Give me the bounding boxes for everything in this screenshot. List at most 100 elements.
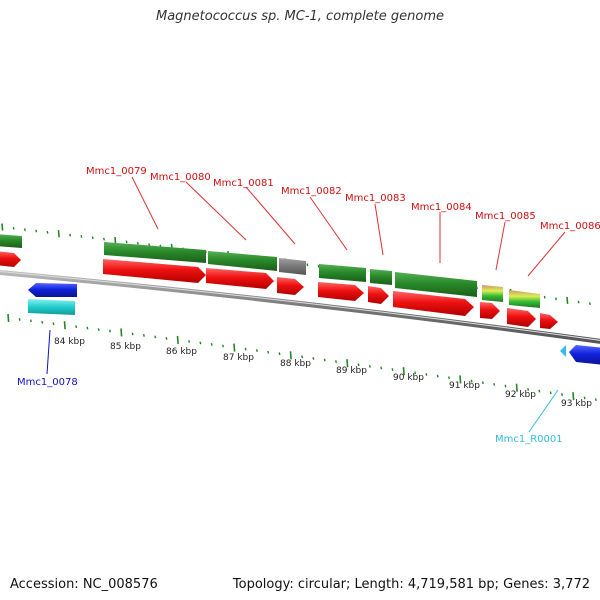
scale-major-tick	[515, 383, 518, 392]
scale-minor-tick	[493, 382, 496, 386]
forward-minor-tick	[136, 241, 139, 245]
gene-bar-mmc1-0084[interactable]	[395, 272, 477, 297]
forward-gene-row	[0, 234, 540, 308]
scale-minor-tick	[29, 319, 32, 323]
scale-minor-tick	[335, 360, 337, 363]
cds-arrow-mmc1-0084[interactable]	[393, 291, 474, 316]
forward-major-tick	[1, 223, 4, 231]
forward-cds-row	[0, 251, 558, 329]
scale-minor-tick	[425, 373, 428, 376]
scale-minor-tick	[165, 337, 168, 340]
scale-major-tick	[233, 343, 236, 352]
scale-minor-tick	[368, 364, 371, 368]
gene-label-mmc1-0078[interactable]: Mmc1_0078	[17, 377, 78, 388]
gene-label-mmc1-0084[interactable]: Mmc1_0084	[411, 202, 472, 213]
scale-label-90kbp: 90 kbp	[393, 373, 424, 383]
cds-arrow-mmc1-0085[interactable]	[480, 302, 500, 319]
scale-minor-tick	[538, 389, 541, 393]
scale-minor-tick	[109, 329, 111, 333]
forward-label-connectors	[131, 176, 566, 277]
genome-summary: Topology: circular; Length: 4,719,581 bp…	[232, 577, 590, 592]
forward-minor-tick	[35, 229, 38, 233]
cds-arrow-mmc1-0081[interactable]	[277, 277, 304, 295]
scale-minor-tick	[561, 393, 563, 396]
gene-bar-mmc1-0081[interactable]	[279, 258, 306, 275]
scale-minor-tick	[210, 343, 213, 346]
scale-minor-tick	[199, 341, 202, 345]
gene-label-mmc1-0082[interactable]: Mmc1_0082	[281, 186, 342, 197]
cds-arrow-mmc1-0083[interactable]	[368, 286, 389, 304]
cds-arrow-mmc1-0086a[interactable]	[507, 308, 536, 327]
scale-major-tick	[346, 359, 349, 368]
scale-label-85kbp: 85 kbp	[110, 342, 141, 352]
scale-minor-tick	[436, 374, 439, 378]
gene-bar-mmc1-0079[interactable]	[104, 242, 206, 263]
forward-minor-tick	[91, 236, 94, 240]
scale-minor-tick	[75, 325, 78, 329]
scale-label-87kbp: 87 kbp	[223, 353, 254, 363]
cds-arrow-mmc1-0086b[interactable]	[540, 313, 558, 329]
gene-label-mmc1-0085[interactable]: Mmc1_0085	[475, 211, 536, 222]
cds-arrow-mmc1-0078[interactable]	[28, 283, 77, 297]
scale-label-88kbp: 88 kbp	[280, 359, 311, 369]
scale-tick-row	[7, 313, 597, 402]
gene-label-mmc1-0081[interactable]: Mmc1_0081	[213, 178, 274, 189]
forward-minor-tick	[80, 234, 83, 238]
forward-minor-tick	[317, 264, 320, 268]
cds-arrow-mmc1-0082[interactable]	[318, 282, 364, 301]
scale-minor-tick	[97, 328, 100, 331]
scale-major-tick	[7, 313, 10, 323]
gene-label-mmc1-0079[interactable]: Mmc1_0079	[86, 166, 147, 177]
scale-major-tick	[459, 375, 462, 384]
gene-bar-mmc1-0080[interactable]	[208, 251, 277, 271]
gene-bar-left-partial[interactable]	[0, 234, 22, 248]
gene-bar-mmc1-0083[interactable]	[370, 269, 392, 285]
scale-minor-tick	[86, 326, 89, 330]
scale-label-93kbp: 93 kbp	[561, 399, 592, 409]
cds-arrow-reverse-right[interactable]	[569, 345, 600, 365]
scale-minor-tick	[414, 371, 417, 375]
gene-bar-mmc1-0085[interactable]	[482, 285, 503, 302]
scale-label-84kbp: 84 kbp	[54, 337, 85, 347]
gene-label-mmc1-r0001[interactable]: Mmc1_R0001	[495, 434, 563, 445]
scale-minor-tick	[549, 391, 552, 395]
scale-minor-tick	[470, 379, 473, 383]
rna-bar-mmc1-0078[interactable]	[28, 299, 75, 315]
scale-minor-tick	[481, 381, 484, 385]
cds-arrow-mmc1-0079[interactable]	[103, 259, 206, 283]
gene-label-mmc1-0080[interactable]: Mmc1_0080	[150, 172, 211, 183]
forward-minor-tick	[577, 300, 580, 304]
map-title: Magnetococcus sp. MC-1, complete genome	[155, 9, 445, 24]
scale-minor-tick	[255, 349, 258, 353]
forward-minor-tick	[543, 295, 546, 299]
cds-arrow-left-partial[interactable]	[0, 251, 21, 267]
scale-minor-tick	[267, 350, 270, 354]
forward-minor-tick	[69, 233, 72, 237]
rna-arrow-mmc1-r0001[interactable]	[560, 345, 566, 357]
forward-gene-labels: Mmc1_0079 Mmc1_0080 Mmc1_0081 Mmc1_0082 …	[86, 166, 600, 232]
forward-minor-tick	[12, 226, 15, 230]
forward-minor-tick	[148, 243, 151, 247]
scale-minor-tick	[41, 320, 44, 324]
scale-label-91kbp: 91 kbp	[449, 381, 480, 391]
scale-label-86kbp: 86 kbp	[166, 347, 197, 357]
gene-bar-mmc1-0086[interactable]	[509, 290, 540, 308]
scale-label-92kbp: 92 kbp	[505, 390, 536, 400]
scale-labels: 84 kbp 85 kbp 86 kbp 87 kbp 88 kbp 89 kb…	[54, 337, 592, 409]
forward-minor-tick	[46, 230, 49, 234]
scale-major-tick	[572, 392, 575, 401]
forward-major-tick	[57, 230, 60, 238]
gene-label-mmc1-0086[interactable]: Mmc1_0086	[540, 221, 600, 232]
scale-minor-tick	[18, 318, 21, 321]
gene-bar-mmc1-0082[interactable]	[319, 264, 366, 282]
rna-label-connector	[528, 389, 559, 433]
scale-minor-tick	[52, 322, 55, 326]
cds-arrow-mmc1-0080[interactable]	[206, 268, 274, 289]
gene-label-mmc1-0083[interactable]: Mmc1_0083	[345, 193, 406, 204]
forward-minor-tick	[125, 240, 128, 244]
reverse-label-connector	[46, 329, 51, 375]
genome-backbone-highlight	[0, 270, 600, 341]
forward-minor-tick	[588, 302, 591, 306]
scale-minor-tick	[323, 358, 326, 362]
